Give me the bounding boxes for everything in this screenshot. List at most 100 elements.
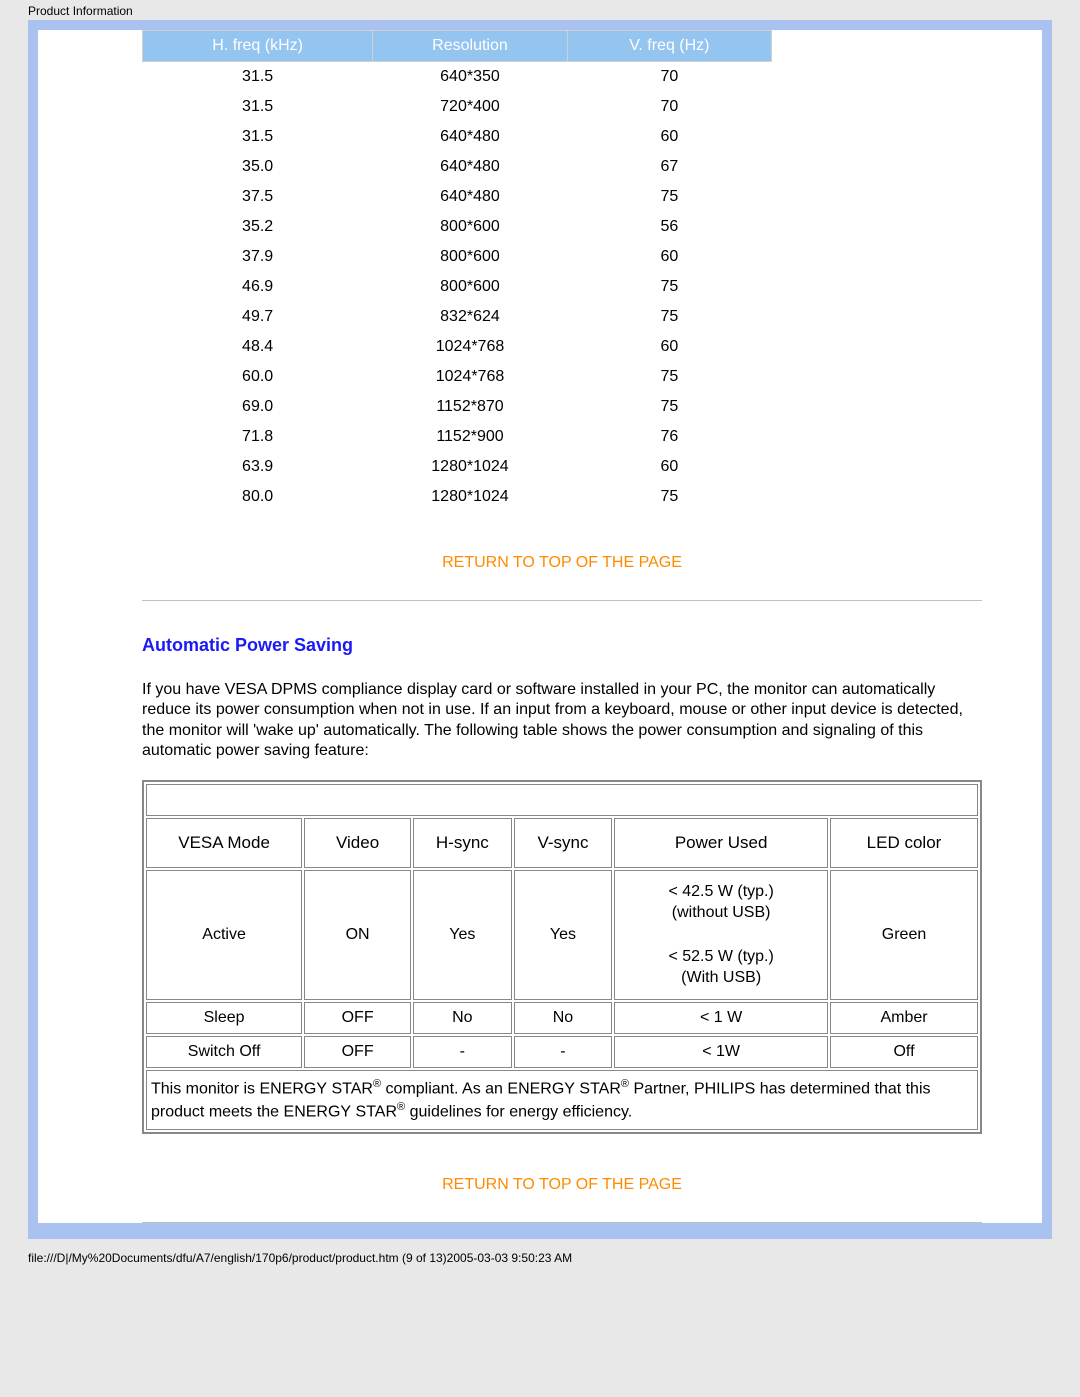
pm-cell: ON — [304, 870, 411, 1000]
table-row: 63.91280*102460 — [143, 452, 772, 482]
table-row: 60.01024*76875 — [143, 362, 772, 392]
table-cell: 640*480 — [373, 182, 567, 212]
pm-row-off: Switch Off OFF - - < 1W Off — [146, 1036, 978, 1068]
pm-cell: Amber — [830, 1002, 978, 1034]
table-row: 31.5720*40070 — [143, 92, 772, 122]
table-row: 46.9800*60075 — [143, 272, 772, 302]
pm-cell: Switch Off — [146, 1036, 302, 1068]
pm-cell: Green — [830, 870, 978, 1000]
page-header: Product Information — [0, 0, 1080, 20]
table-cell: 35.2 — [143, 212, 373, 242]
pm-cell: - — [413, 1036, 512, 1068]
return-top-link-wrap: RETURN TO TOP OF THE PAGE — [142, 1176, 982, 1194]
table-row: 31.5640*35070 — [143, 62, 772, 93]
pm-cell: < 1W — [614, 1036, 828, 1068]
section-body: If you have VESA DPMS compliance display… — [142, 680, 982, 762]
table-row: 48.41024*76860 — [143, 332, 772, 362]
table-cell: 70 — [567, 92, 771, 122]
pm-cell: - — [514, 1036, 613, 1068]
table-cell: 720*400 — [373, 92, 567, 122]
section-title: Automatic Power Saving — [142, 635, 982, 656]
freq-header-vfreq: V. freq (Hz) — [567, 31, 771, 62]
table-cell: 75 — [567, 272, 771, 302]
table-cell: 800*600 — [373, 212, 567, 242]
table-cell: 640*350 — [373, 62, 567, 93]
page-footer: file:///D|/My%20Documents/dfu/A7/english… — [0, 1239, 1080, 1273]
table-cell: 1024*768 — [373, 332, 567, 362]
pm-cell: Sleep — [146, 1002, 302, 1034]
table-cell: 60 — [567, 122, 771, 152]
pm-col-vsync: V-sync — [514, 818, 613, 868]
table-cell: 75 — [567, 392, 771, 422]
table-cell: 640*480 — [373, 122, 567, 152]
pm-cell: OFF — [304, 1036, 411, 1068]
return-top-link[interactable]: RETURN TO TOP OF THE PAGE — [442, 554, 682, 571]
table-cell: 800*600 — [373, 272, 567, 302]
table-cell: 640*480 — [373, 152, 567, 182]
table-cell: 1280*1024 — [373, 452, 567, 482]
table-cell: 31.5 — [143, 92, 373, 122]
return-top-link[interactable]: RETURN TO TOP OF THE PAGE — [442, 1176, 682, 1193]
pm-cell: Yes — [514, 870, 613, 1000]
table-row: 31.5640*48060 — [143, 122, 772, 152]
pm-cell: Yes — [413, 870, 512, 1000]
table-row: 37.9800*60060 — [143, 242, 772, 272]
table-row: 80.01280*102475 — [143, 482, 772, 512]
pm-row-note: This monitor is ENERGY STAR® compliant. … — [146, 1070, 978, 1130]
table-cell: 75 — [567, 482, 771, 512]
return-top-link-wrap: RETURN TO TOP OF THE PAGE — [142, 554, 982, 572]
pm-cell: Off — [830, 1036, 978, 1068]
table-cell: 35.0 — [143, 152, 373, 182]
table-cell: 75 — [567, 182, 771, 212]
table-cell: 46.9 — [143, 272, 373, 302]
table-cell: 60 — [567, 332, 771, 362]
outer-frame: H. freq (kHz) Resolution V. freq (Hz) 31… — [28, 20, 1052, 1239]
pm-col-vesa: VESA Mode — [146, 818, 302, 868]
pm-cell: Active — [146, 870, 302, 1000]
frequency-table: H. freq (kHz) Resolution V. freq (Hz) 31… — [142, 30, 772, 512]
pm-cell: OFF — [304, 1002, 411, 1034]
table-cell: 75 — [567, 302, 771, 332]
divider — [142, 1222, 982, 1223]
table-cell: 31.5 — [143, 122, 373, 152]
table-cell: 1024*768 — [373, 362, 567, 392]
table-cell: 60 — [567, 242, 771, 272]
table-cell: 56 — [567, 212, 771, 242]
pm-row-sleep: Sleep OFF No No < 1 W Amber — [146, 1002, 978, 1034]
pm-cell-power: < 42.5 W (typ.) (without USB) < 52.5 W (… — [614, 870, 828, 1000]
table-cell: 76 — [567, 422, 771, 452]
table-row: 69.01152*87075 — [143, 392, 772, 422]
table-cell: 60.0 — [143, 362, 373, 392]
table-row: 35.0640*48067 — [143, 152, 772, 182]
table-cell: 832*624 — [373, 302, 567, 332]
table-row: 37.5640*48075 — [143, 182, 772, 212]
pm-cell: No — [413, 1002, 512, 1034]
table-cell: 800*600 — [373, 242, 567, 272]
table-cell: 80.0 — [143, 482, 373, 512]
page-content: H. freq (kHz) Resolution V. freq (Hz) 31… — [38, 30, 1042, 1223]
table-cell: 37.5 — [143, 182, 373, 212]
pm-title: Power Management Definition — [146, 784, 978, 816]
table-cell: 60 — [567, 452, 771, 482]
table-cell: 1152*870 — [373, 392, 567, 422]
table-cell: 49.7 — [143, 302, 373, 332]
divider — [142, 600, 982, 601]
pm-col-led: LED color — [830, 818, 978, 868]
table-cell: 31.5 — [143, 62, 373, 93]
table-cell: 67 — [567, 152, 771, 182]
table-cell: 1280*1024 — [373, 482, 567, 512]
table-row: 49.7832*62475 — [143, 302, 772, 332]
table-cell: 63.9 — [143, 452, 373, 482]
freq-header-res: Resolution — [373, 31, 567, 62]
table-cell: 75 — [567, 362, 771, 392]
table-cell: 37.9 — [143, 242, 373, 272]
freq-header-hfreq: H. freq (kHz) — [143, 31, 373, 62]
table-cell: 48.4 — [143, 332, 373, 362]
pm-cell: No — [514, 1002, 613, 1034]
table-row: 35.2800*60056 — [143, 212, 772, 242]
power-management-table: Power Management Definition VESA Mode Vi… — [142, 780, 982, 1134]
pm-cell: < 1 W — [614, 1002, 828, 1034]
table-cell: 70 — [567, 62, 771, 93]
table-cell: 71.8 — [143, 422, 373, 452]
pm-col-power: Power Used — [614, 818, 828, 868]
